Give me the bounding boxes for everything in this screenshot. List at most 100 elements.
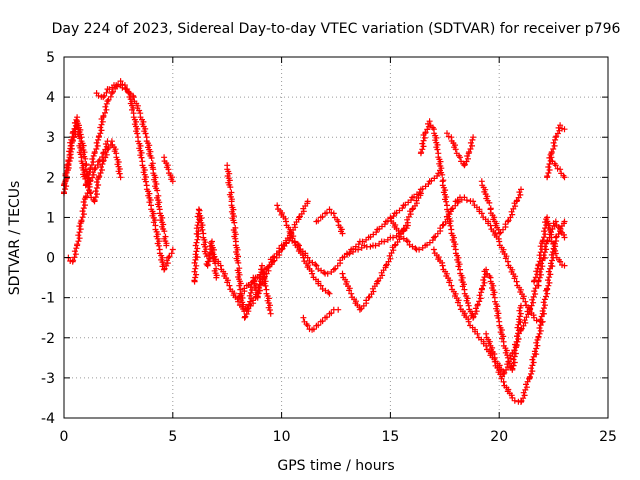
data-point bbox=[90, 171, 97, 178]
data-point bbox=[537, 249, 544, 256]
y-tick-label: -2 bbox=[41, 331, 55, 347]
data-point bbox=[529, 362, 536, 369]
data-point bbox=[512, 344, 519, 351]
data-point bbox=[547, 260, 554, 267]
data-point bbox=[390, 234, 396, 241]
data-point bbox=[372, 242, 379, 249]
data-point bbox=[72, 251, 79, 258]
y-tick-label: 4 bbox=[46, 90, 55, 106]
series-sat-v bbox=[531, 214, 568, 285]
data-point bbox=[522, 319, 529, 326]
data-point bbox=[98, 127, 105, 134]
data-point bbox=[536, 258, 543, 265]
data-point bbox=[539, 308, 546, 314]
data-point bbox=[278, 246, 285, 253]
data-point bbox=[536, 252, 543, 259]
data-point bbox=[300, 254, 307, 261]
data-point bbox=[71, 134, 78, 141]
data-point bbox=[531, 288, 538, 295]
data-point bbox=[403, 225, 410, 232]
data-point bbox=[103, 100, 110, 107]
data-point bbox=[467, 146, 474, 152]
data-point bbox=[561, 234, 568, 241]
data-point bbox=[516, 307, 523, 314]
x-tick-label: 15 bbox=[381, 429, 399, 445]
data-point bbox=[192, 242, 199, 249]
data-point bbox=[76, 223, 83, 230]
data-point bbox=[191, 268, 198, 275]
data-point bbox=[478, 289, 485, 296]
data-point bbox=[539, 318, 546, 325]
data-point bbox=[79, 214, 86, 221]
data-point bbox=[304, 198, 311, 205]
data-point bbox=[544, 173, 551, 180]
series-sat-r bbox=[444, 130, 477, 169]
data-point bbox=[289, 235, 296, 242]
data-point bbox=[76, 235, 83, 242]
data-point bbox=[102, 103, 109, 110]
data-point bbox=[540, 299, 547, 306]
data-point bbox=[339, 230, 346, 237]
data-point bbox=[165, 254, 172, 261]
data-point bbox=[499, 335, 505, 342]
data-point bbox=[486, 199, 493, 206]
data-point bbox=[324, 270, 331, 277]
data-point bbox=[495, 315, 502, 321]
data-point bbox=[533, 345, 540, 352]
data-point bbox=[517, 310, 524, 317]
data-point bbox=[75, 232, 82, 239]
data-point bbox=[530, 359, 537, 366]
data-point bbox=[455, 263, 462, 270]
data-point bbox=[455, 198, 462, 205]
data-point bbox=[251, 277, 258, 284]
data-point bbox=[136, 107, 143, 114]
data-point bbox=[533, 351, 540, 358]
data-point bbox=[545, 277, 551, 284]
data-point bbox=[425, 181, 432, 187]
data-point bbox=[470, 134, 477, 141]
data-point bbox=[310, 326, 317, 333]
series-sat-l bbox=[313, 206, 346, 237]
data-point bbox=[75, 238, 82, 245]
x-tick-label: 5 bbox=[168, 429, 177, 445]
data-point bbox=[538, 266, 545, 273]
y-tick-label: 2 bbox=[46, 170, 55, 186]
data-point bbox=[267, 310, 274, 317]
data-point bbox=[515, 316, 522, 323]
data-point bbox=[261, 274, 268, 281]
data-point bbox=[142, 130, 149, 137]
data-point bbox=[148, 155, 155, 161]
data-point bbox=[266, 307, 273, 313]
x-axis-label: GPS time / hours bbox=[277, 458, 394, 474]
data-point bbox=[93, 185, 100, 191]
data-point bbox=[511, 275, 518, 282]
data-point bbox=[346, 287, 353, 294]
series-sat-g bbox=[224, 162, 274, 321]
data-point bbox=[504, 258, 511, 265]
data-point bbox=[420, 143, 427, 150]
data-point bbox=[536, 330, 543, 337]
data-point bbox=[546, 274, 553, 281]
data-point bbox=[323, 314, 330, 321]
series-sat-b bbox=[61, 118, 124, 205]
data-point bbox=[557, 166, 564, 173]
data-point bbox=[99, 167, 105, 173]
chart-title: Day 224 of 2023, Sidereal Day-to-day VTE… bbox=[52, 21, 621, 37]
series-sat-c bbox=[65, 138, 111, 265]
data-point bbox=[409, 206, 416, 213]
data-point bbox=[535, 333, 542, 340]
data-point bbox=[168, 250, 175, 257]
data-point bbox=[90, 159, 97, 165]
data-point bbox=[532, 291, 539, 297]
data-point bbox=[82, 202, 88, 209]
series-sat-k bbox=[300, 306, 342, 333]
data-point bbox=[548, 251, 555, 258]
data-point bbox=[417, 190, 424, 197]
data-point bbox=[446, 279, 453, 286]
data-point bbox=[226, 282, 233, 289]
data-point bbox=[194, 236, 201, 243]
series-sat-d bbox=[93, 82, 170, 249]
data-point bbox=[82, 155, 89, 162]
data-point bbox=[465, 300, 471, 306]
data-point bbox=[138, 154, 145, 161]
